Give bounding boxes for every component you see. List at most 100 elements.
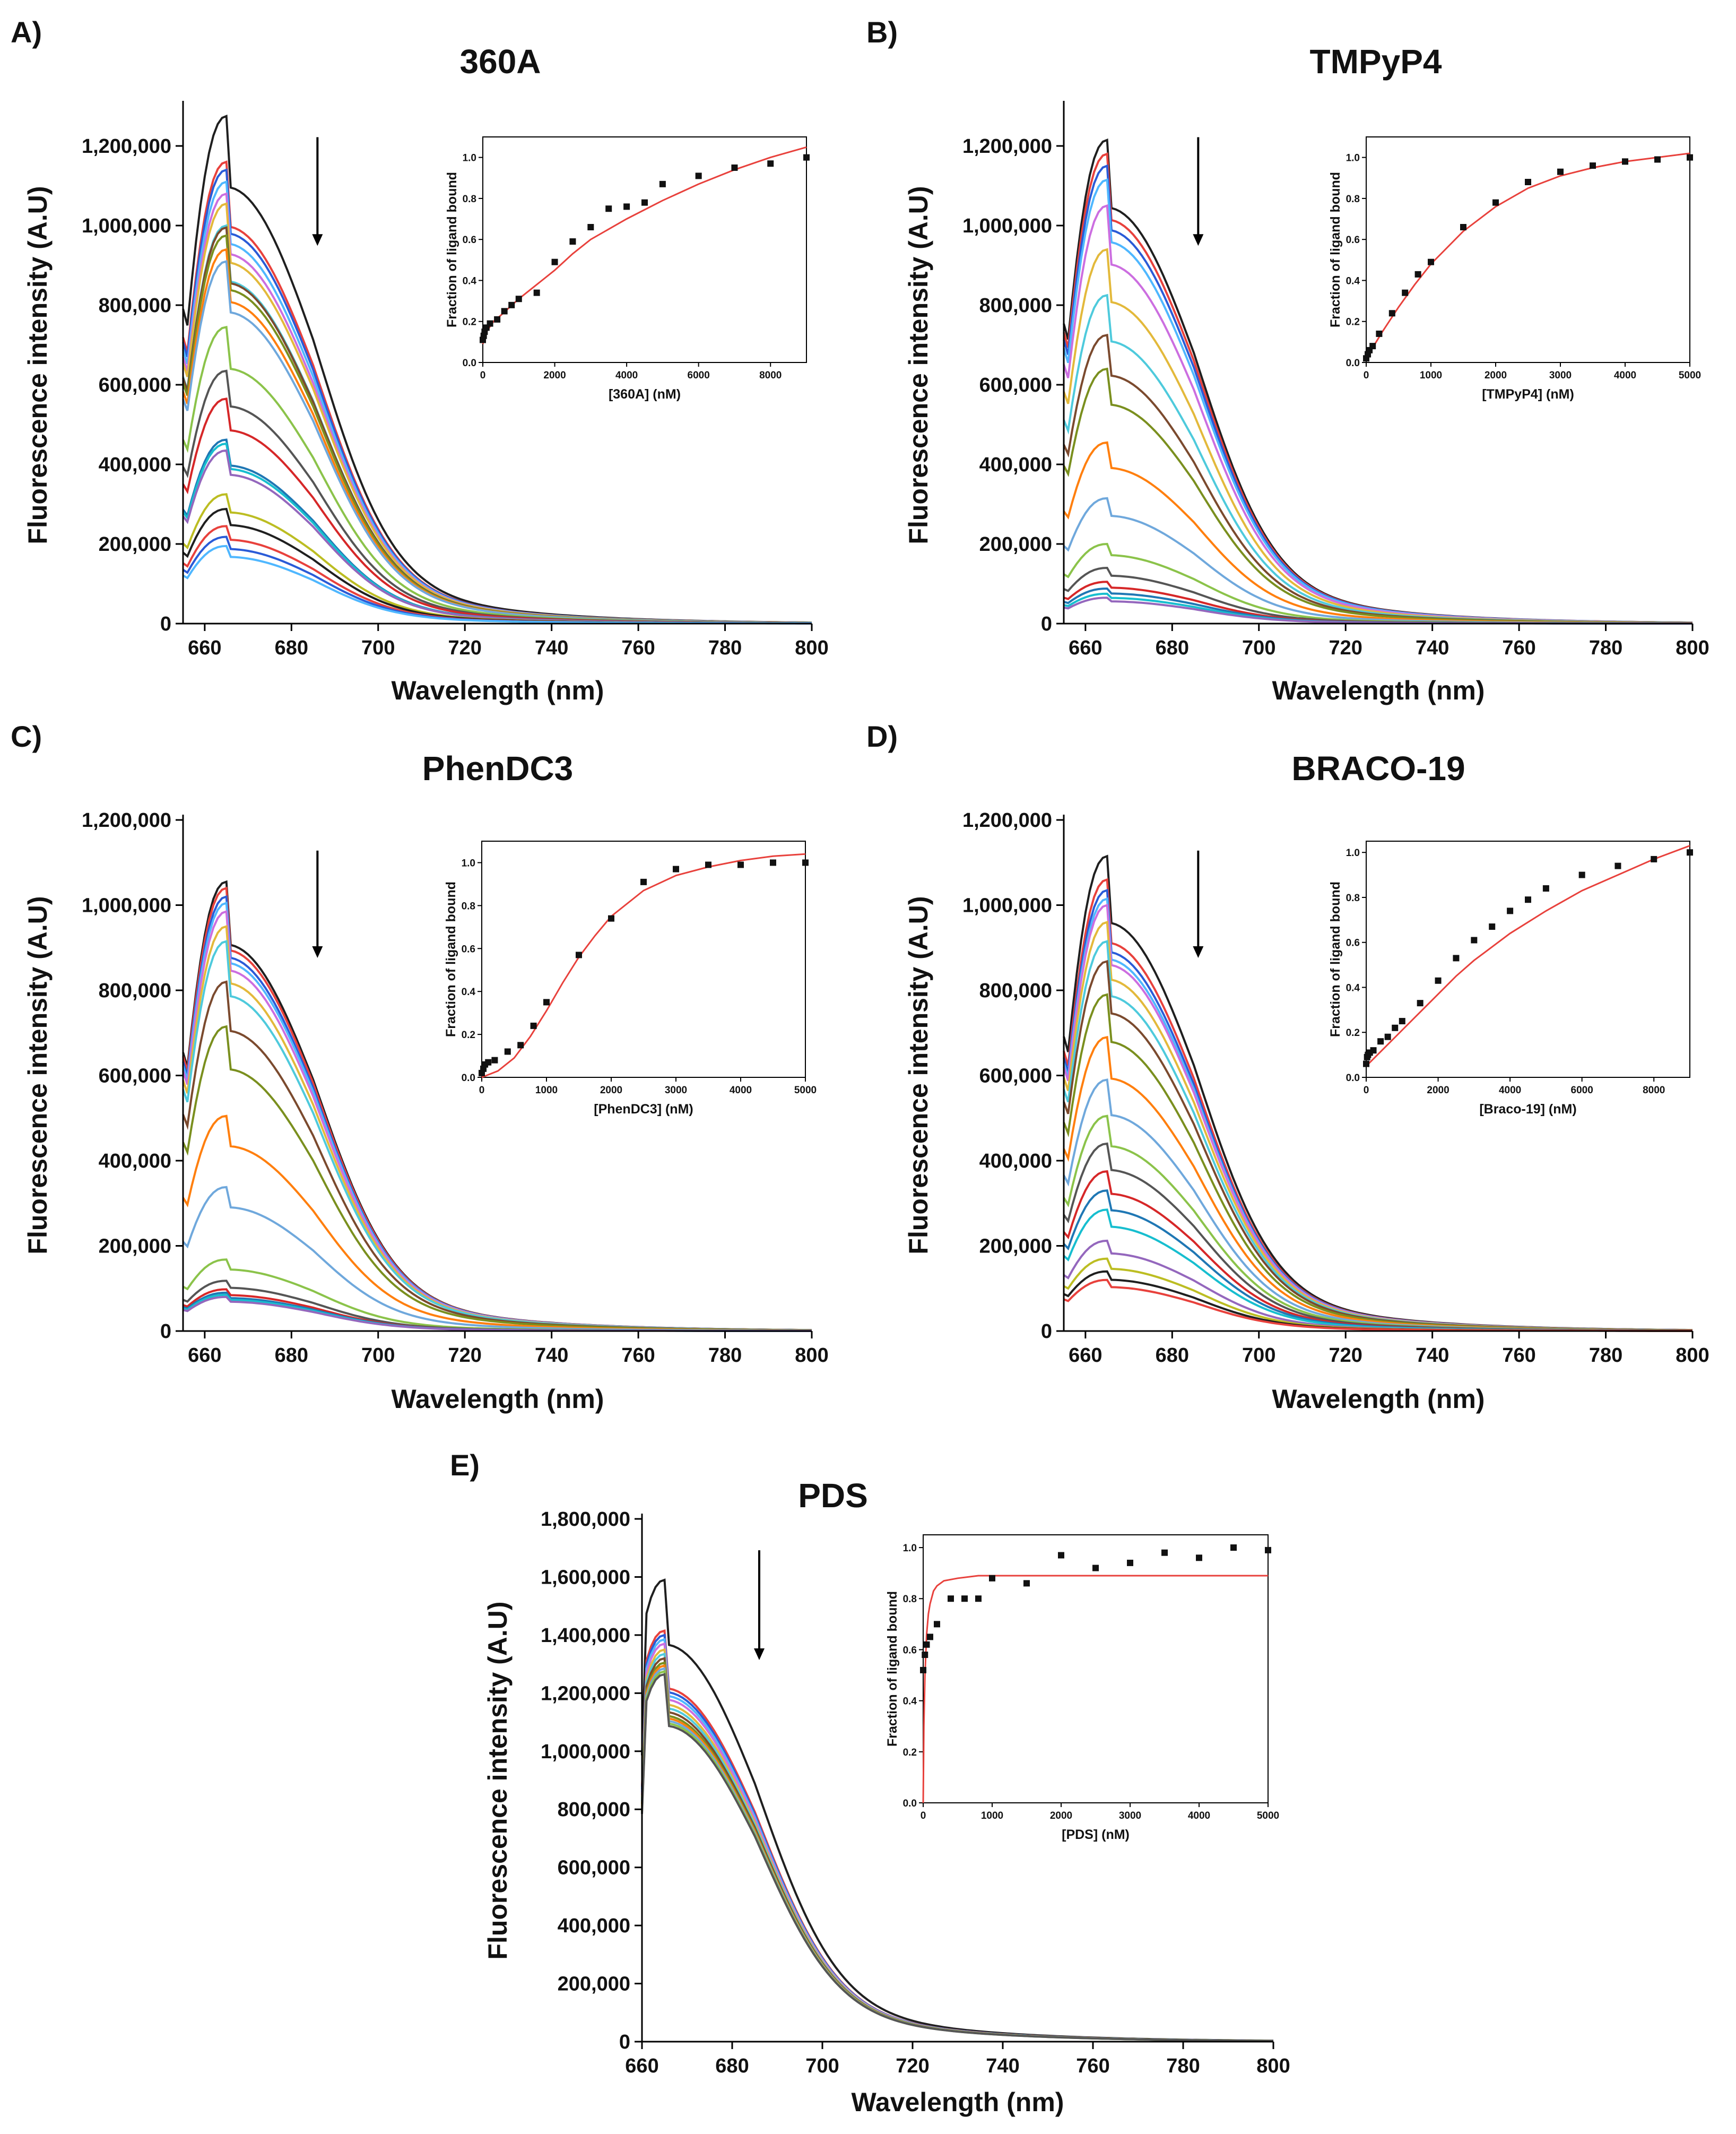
- data-point: [1651, 856, 1657, 862]
- x-tick-label: 780: [1589, 637, 1622, 659]
- x-tick-label: 700: [361, 1344, 395, 1367]
- data-point: [803, 154, 810, 161]
- y-tick-label: 1,000,000: [541, 1741, 630, 1763]
- inset-y-tick-label: 1.0: [1346, 153, 1360, 164]
- y-tick-label: 600,000: [979, 374, 1052, 396]
- data-point: [1402, 289, 1409, 296]
- chart-title: BRACO-19: [1291, 749, 1465, 788]
- data-point: [608, 915, 614, 922]
- inset-x-tick-label: 3000: [665, 1085, 687, 1096]
- inset-y-tick-label: 0.2: [462, 1030, 475, 1041]
- emission-spectra: [641, 1578, 1274, 2042]
- data-point: [1525, 896, 1531, 903]
- inset-y-tick-label: 0.0: [903, 1798, 917, 1809]
- panel-label: E): [450, 1448, 480, 1482]
- y-tick-label: 200,000: [99, 1236, 171, 1258]
- data-point: [920, 1666, 926, 1673]
- data-point: [1023, 1580, 1030, 1587]
- chart-panel-e: E) PDS 660 680 700 720 740 760 780 800 0 200,000 400…: [450, 1448, 1290, 2117]
- x-tick-label: 680: [275, 637, 308, 659]
- inset-y-tick-label: 0.4: [1346, 982, 1360, 993]
- x-tick-label: 740: [986, 2055, 1019, 2077]
- inset-x-tick-label: 4000: [615, 370, 638, 381]
- inset-y-axis-label: Fraction of ligand bound: [444, 882, 458, 1037]
- x-axis-label: Wavelength (nm): [852, 2087, 1064, 2117]
- y-tick-label: 1,800,000: [541, 1508, 630, 1531]
- data-point: [1417, 1000, 1423, 1007]
- data-point: [1376, 330, 1383, 337]
- inset-y-tick-label: 0.2: [1346, 1027, 1360, 1039]
- data-point: [1489, 923, 1496, 930]
- inset-y-tick-label: 0.4: [462, 987, 476, 998]
- x-axis-label: Wavelength (nm): [1272, 1384, 1485, 1414]
- inset-x-tick-label: 3000: [1119, 1810, 1141, 1821]
- y-tick-label: 200,000: [558, 1973, 630, 1995]
- data-point: [923, 1641, 930, 1648]
- inset-x-tick-label: 2000: [543, 370, 566, 381]
- y-tick-label: 1,400,000: [541, 1625, 630, 1647]
- data-point: [1265, 1546, 1271, 1553]
- y-axis-label: Fluorescence intensity (A.U): [904, 896, 933, 1254]
- panel-label: C): [11, 720, 42, 753]
- x-axis-label: Wavelength (nm): [392, 1384, 604, 1414]
- x-tick-label: 760: [1076, 2055, 1109, 2077]
- y-tick-label: 1,200,000: [962, 135, 1052, 158]
- data-point: [543, 999, 550, 1006]
- data-point: [1654, 156, 1661, 163]
- inset-x-tick-label: 2000: [600, 1085, 622, 1096]
- inset-y-axis-label: Fraction of ligand bound: [445, 172, 459, 327]
- y-tick-label: 1,200,000: [541, 1682, 630, 1705]
- y-tick-label: 800,000: [979, 295, 1052, 317]
- x-tick-label: 760: [621, 637, 655, 659]
- data-point: [1507, 908, 1514, 914]
- data-point: [551, 258, 558, 265]
- inset-x-tick-label: 5000: [1679, 370, 1701, 381]
- inset-x-tick-label: 0: [921, 1810, 926, 1821]
- quench-arrow: [1193, 137, 1204, 246]
- data-point: [731, 164, 738, 171]
- data-point: [1384, 1033, 1391, 1040]
- y-tick-label: 200,000: [979, 1236, 1052, 1258]
- panel-label: D): [866, 720, 898, 753]
- y-tick-label: 400,000: [558, 1915, 630, 1937]
- data-point: [1369, 343, 1376, 350]
- data-point: [934, 1621, 940, 1628]
- data-point: [504, 1048, 511, 1055]
- data-point: [640, 878, 647, 885]
- inset-x-tick-label: 8000: [759, 370, 782, 381]
- x-tick-label: 700: [805, 2055, 839, 2077]
- y-tick-label: 1,200,000: [82, 809, 171, 832]
- inset-x-tick-label: 5000: [1257, 1810, 1279, 1821]
- y-axis-label: Fluorescence intensity (A.U): [904, 186, 933, 544]
- inset-x-tick-label: 3000: [1549, 370, 1572, 381]
- inset-x-tick-label: 4000: [730, 1085, 752, 1096]
- inset-y-tick-label: 0.6: [903, 1645, 917, 1656]
- data-point: [501, 308, 508, 315]
- x-tick-label: 740: [535, 637, 568, 659]
- binding-inset: 0 1000 2000 3000 4000 5000 0.0 0.2 0.4 0.6 0.8 1.0 […: [885, 1519, 1279, 1856]
- data-point: [487, 320, 493, 327]
- x-tick-label: 720: [1329, 1344, 1362, 1367]
- x-tick-label: 740: [1416, 1344, 1449, 1367]
- y-tick-label: 600,000: [99, 374, 171, 396]
- x-tick-label: 660: [1069, 1344, 1102, 1367]
- data-point: [802, 859, 809, 866]
- inset-x-tick-label: 1000: [1420, 370, 1442, 381]
- data-point: [659, 180, 666, 187]
- x-tick-label: 720: [896, 2055, 929, 2077]
- y-tick-label: 1,000,000: [962, 215, 1052, 237]
- y-tick-label: 800,000: [979, 980, 1052, 1002]
- y-tick-label: 800,000: [558, 1799, 630, 1821]
- inset-x-tick-label: 8000: [1643, 1085, 1665, 1096]
- x-tick-label: 760: [1502, 1344, 1535, 1367]
- chart-title: TMPyP4: [1310, 42, 1442, 81]
- y-tick-label: 200,000: [979, 533, 1052, 556]
- y-tick-label: 1,000,000: [962, 895, 1052, 917]
- chart-panel-b: B) TMPyP4 660 680 700 720 740 760 780 800 0 200,000…: [866, 15, 1709, 705]
- y-tick-label: 400,000: [979, 1150, 1052, 1172]
- data-point: [1058, 1552, 1064, 1559]
- data-point: [1161, 1549, 1168, 1556]
- data-point: [705, 861, 711, 868]
- data-point: [1453, 955, 1460, 962]
- fit-curve: [1365, 845, 1690, 1067]
